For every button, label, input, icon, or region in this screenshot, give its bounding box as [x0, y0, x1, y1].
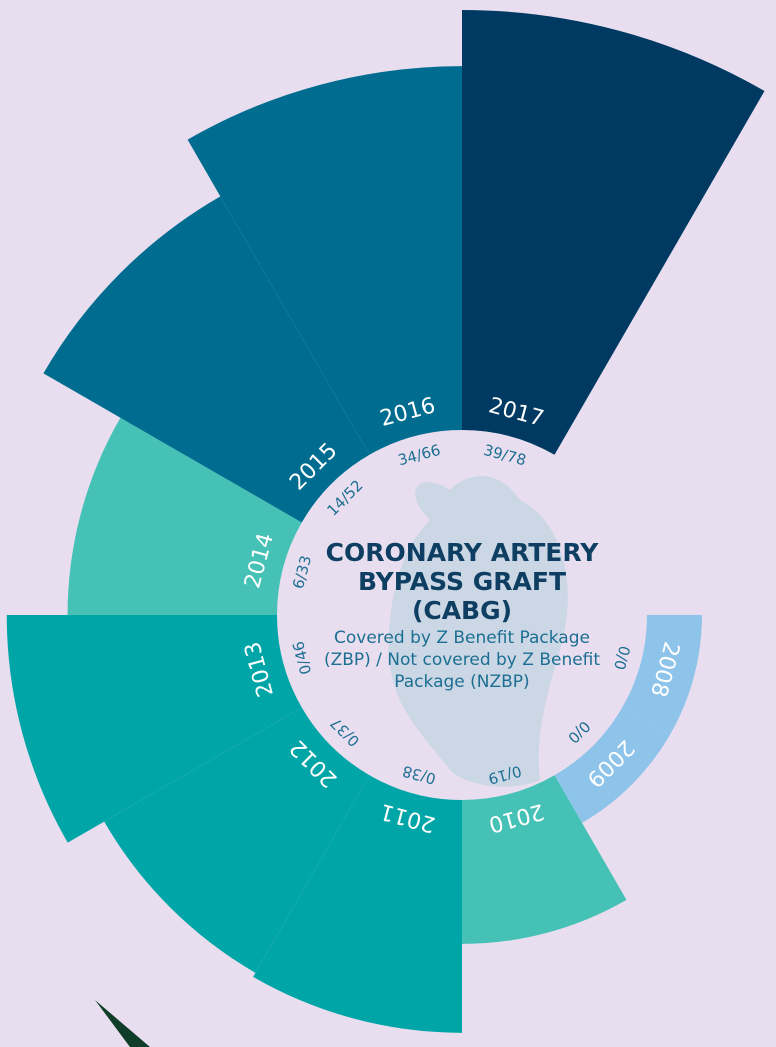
bar — [187, 66, 462, 455]
heart-icon — [388, 476, 568, 787]
value-label: 0/46 — [289, 639, 315, 676]
chart-subtitle: Covered by Z Benefit Package (ZBP) / Not… — [323, 628, 601, 692]
value-label: 6/33 — [289, 554, 315, 591]
bar — [43, 196, 370, 523]
value-label: 0/0 — [610, 644, 634, 672]
center-text: CORONARY ARTERY BYPASS GRAFT (CABG) Cove… — [322, 538, 602, 693]
value-label: 0/37 — [327, 714, 364, 751]
bars: 20080/020090/020100/1920110/3820120/3720… — [6, 9, 765, 1033]
bar — [104, 707, 370, 973]
value-label: 34/66 — [396, 441, 442, 470]
bar — [622, 615, 702, 735]
value-label: 39/78 — [482, 441, 528, 470]
chart-title: CORONARY ARTERY BYPASS GRAFT (CABG) — [325, 538, 599, 625]
bar — [554, 707, 670, 823]
value-label: 0/0 — [564, 717, 594, 747]
value-label: 0/38 — [401, 762, 438, 788]
bar — [462, 9, 765, 455]
bar — [67, 417, 302, 615]
bar — [462, 775, 627, 944]
bar — [6, 615, 302, 843]
corner-shape — [95, 1000, 150, 1047]
bar — [253, 775, 462, 1033]
